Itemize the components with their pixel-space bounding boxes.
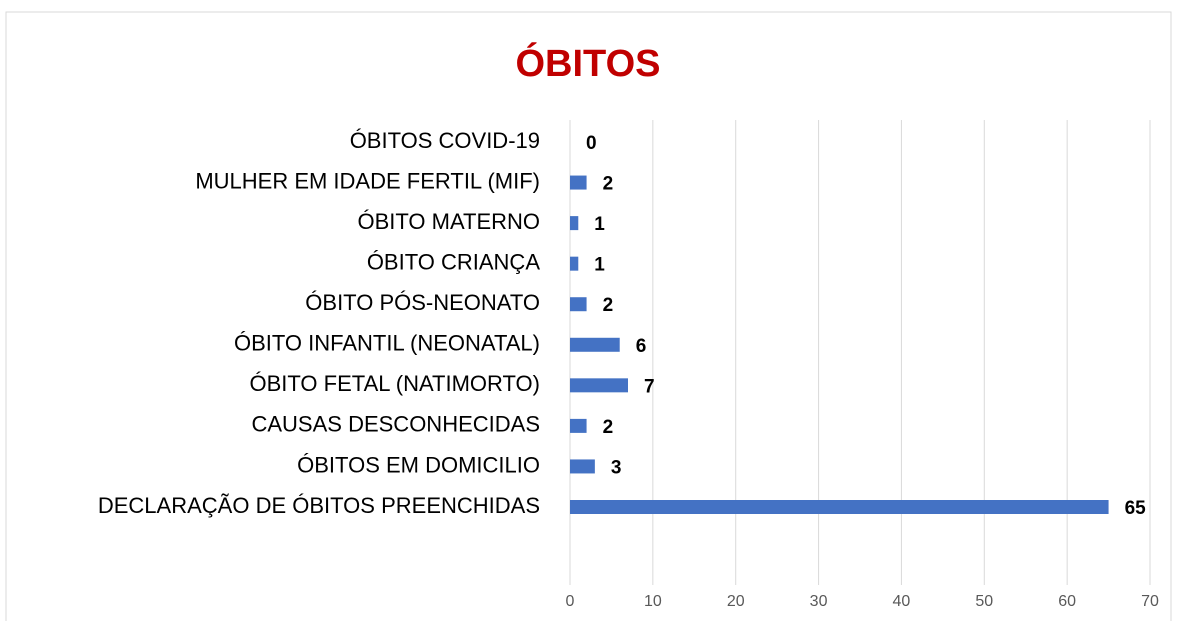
x-tick-label: 40 [893,593,911,610]
bar [570,175,587,190]
x-tick-label: 0 [566,593,575,610]
y-tick-label: ÓBITO INFANTIL (NEONATAL) [234,331,540,356]
y-tick-label: ÓBITO FETAL (NATIMORTO) [249,371,540,396]
y-tick-label: ÓBITO MATERNO [357,209,540,234]
value-label: 2 [603,295,614,316]
value-label: 6 [636,336,647,357]
bar [570,256,579,271]
y-tick-label: MULHER EM IDADE FERTIL (MIF) [195,168,540,193]
value-label: 2 [603,417,614,438]
chart-title: ÓBITOS [516,41,661,85]
x-tick-label: 10 [644,593,662,610]
y-tick-label: ÓBITO PÓS-NEONATO [305,290,540,315]
y-tick-label: ÓBITOS EM DOMICILIO [297,452,540,477]
bar [570,337,620,352]
value-label: 3 [611,457,622,478]
y-tick-label: CAUSAS DESCONHECIDAS [251,412,540,437]
x-tick-label: 70 [1141,593,1159,610]
bar [570,216,579,231]
x-tick-label: 20 [727,593,745,610]
bar [570,297,587,312]
value-label: 7 [644,376,655,397]
value-label: 0 [586,133,597,154]
bar [570,378,628,393]
bar [570,459,595,474]
value-label: 65 [1125,498,1147,519]
value-label: 1 [594,255,605,276]
y-tick-label: ÓBITOS COVID-19 [350,128,540,153]
y-tick-label: ÓBITO CRIANÇA [367,249,541,274]
x-tick-label: 30 [810,593,828,610]
y-tick-label: DECLARAÇÃO DE ÓBITOS PREENCHIDAS [98,493,540,518]
bar [570,418,587,433]
chart-border [5,11,1172,621]
value-label: 2 [603,174,614,195]
bar [570,500,1109,514]
x-tick-label: 50 [975,593,993,610]
x-tick-label: 60 [1058,593,1076,610]
value-label: 1 [594,214,605,235]
